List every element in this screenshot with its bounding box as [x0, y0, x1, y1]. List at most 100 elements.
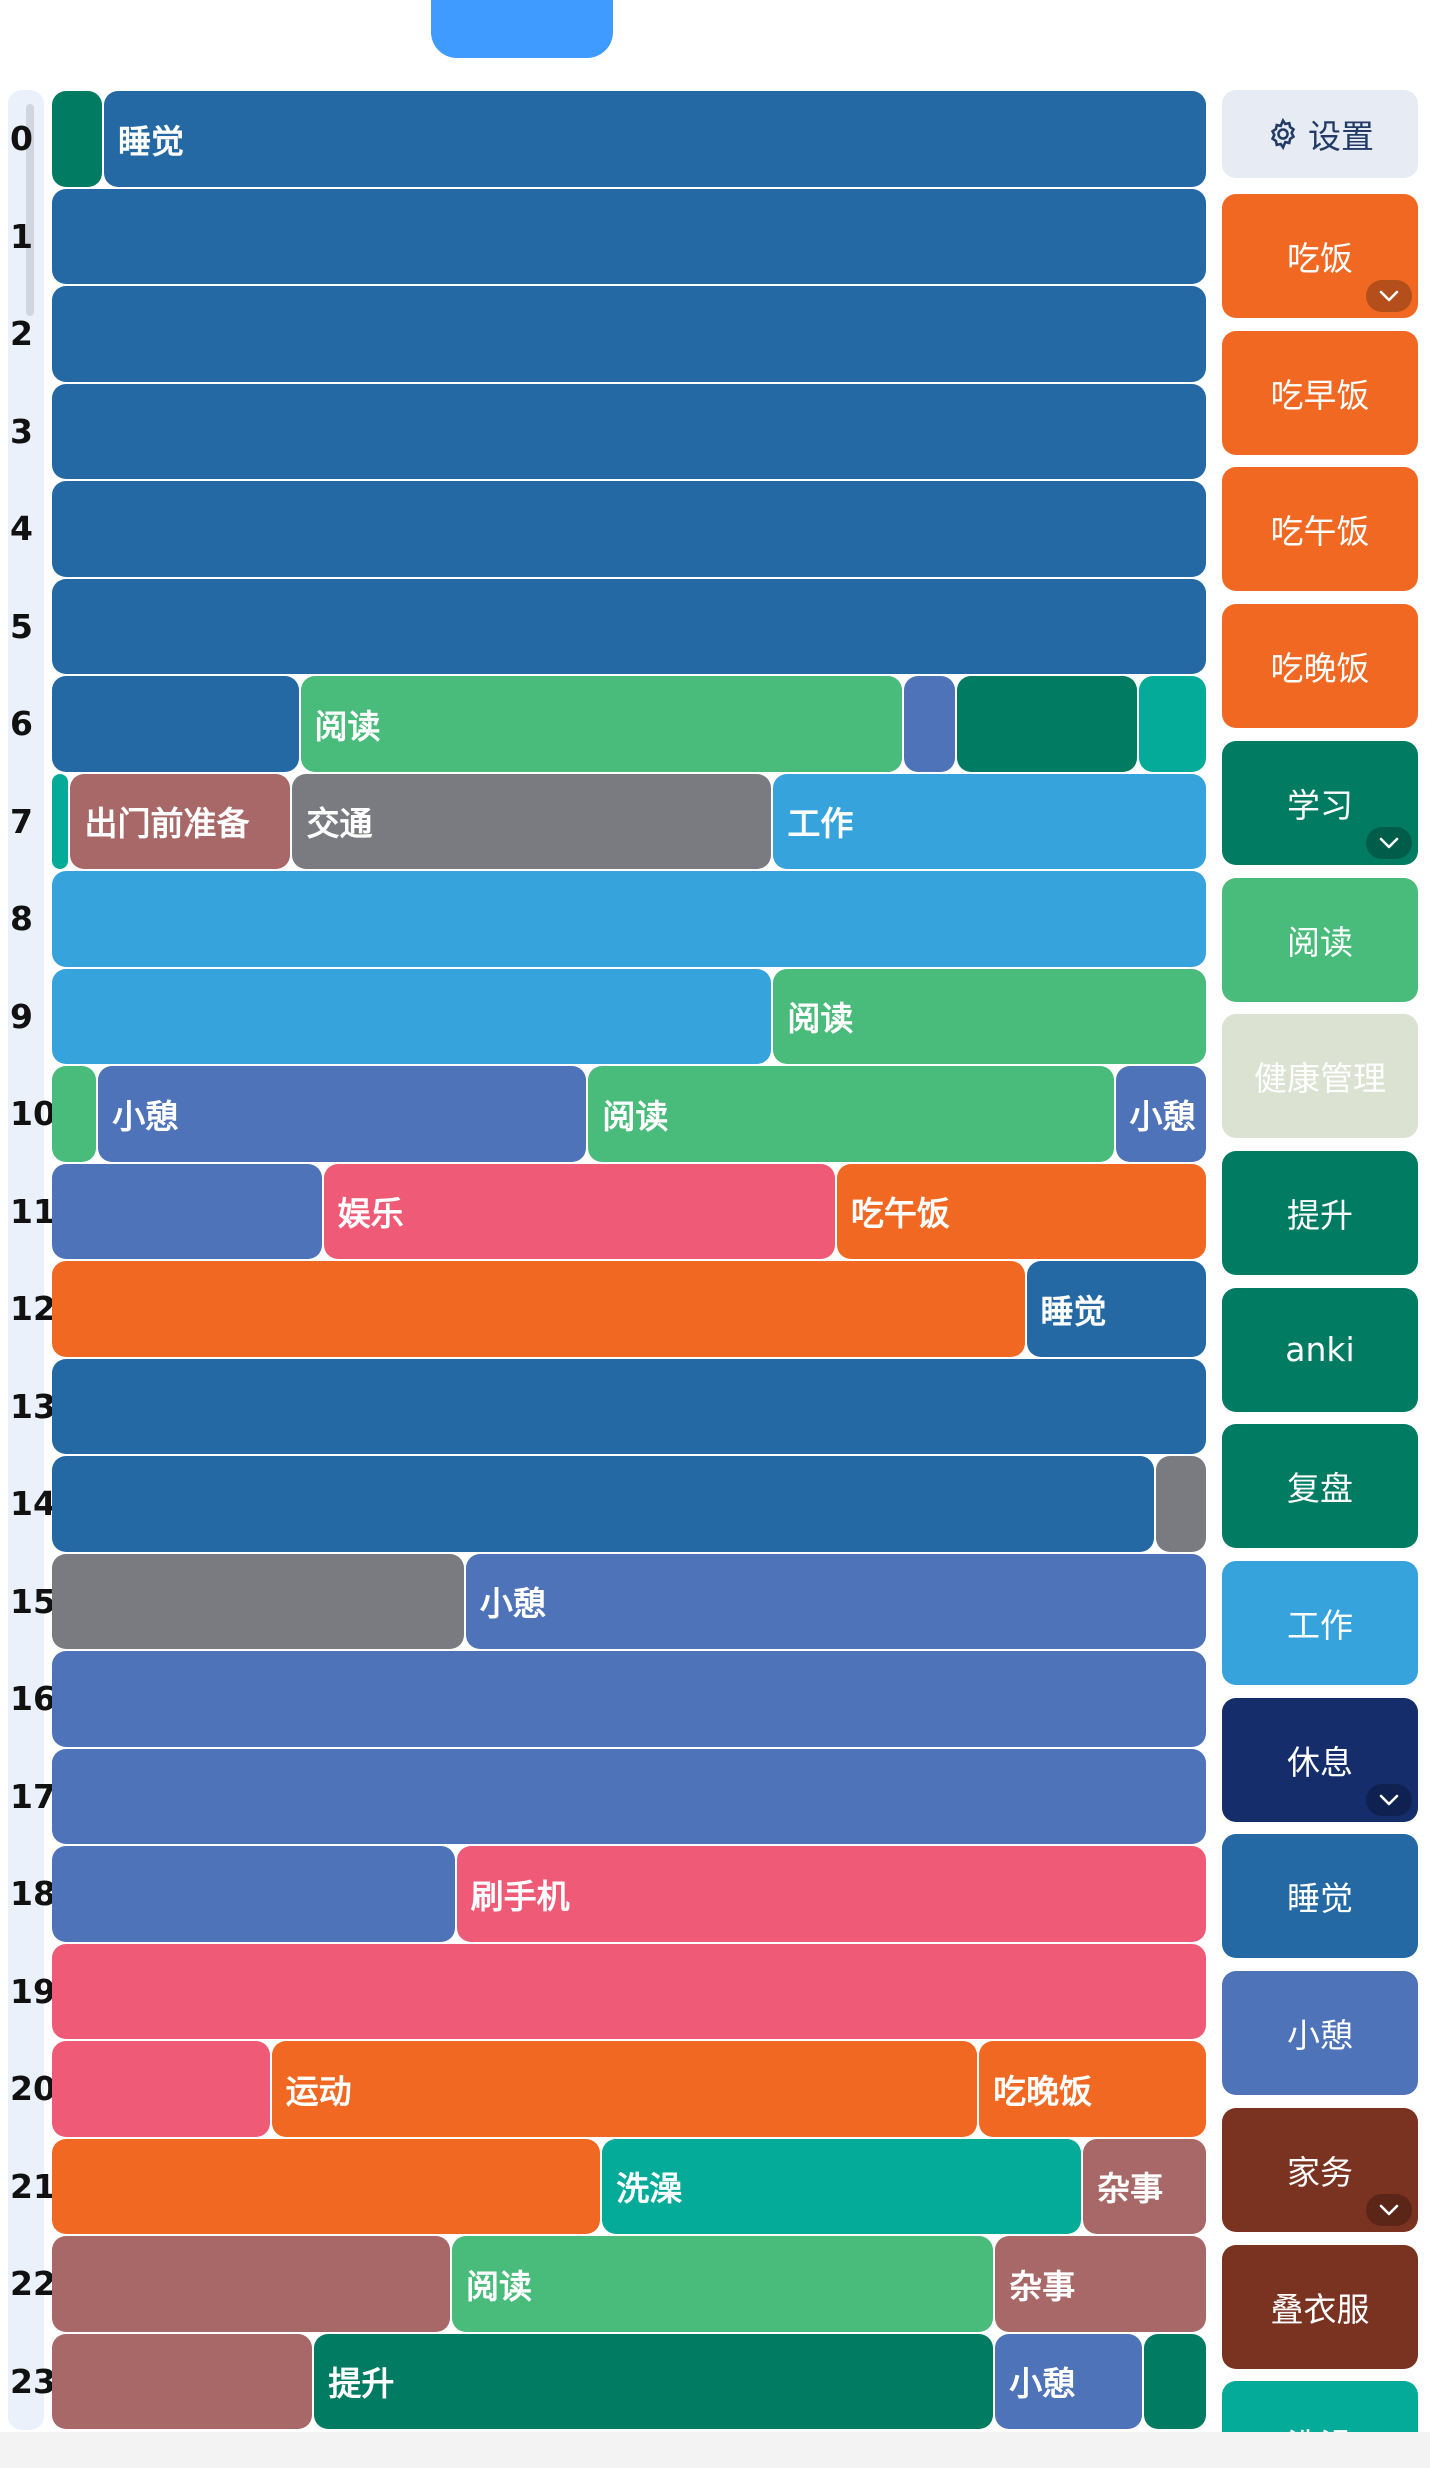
category-label: 健康管理	[1254, 1059, 1386, 1099]
category-button[interactable]: 吃晚饭	[1222, 604, 1418, 729]
time-block[interactable]	[1155, 1456, 1206, 1552]
time-block[interactable]	[52, 1456, 1154, 1552]
bottom-bar	[0, 2432, 1430, 2468]
time-block-label: 洗澡	[616, 2169, 683, 2209]
time-block[interactable]: 娱乐	[323, 1163, 835, 1259]
time-block[interactable]: 吃午饭	[836, 1163, 1206, 1259]
category-button[interactable]: 吃早饭	[1222, 330, 1418, 455]
category-button[interactable]: 复盘	[1222, 1424, 1418, 1549]
time-block[interactable]: 小憩	[1115, 1066, 1206, 1162]
category-button[interactable]: 小憩	[1222, 1971, 1418, 2096]
category-button[interactable]: 阅读	[1222, 877, 1418, 1002]
time-block[interactable]	[52, 2333, 313, 2429]
time-block[interactable]: 提升	[314, 2333, 994, 2429]
hour-label: 22	[10, 2264, 56, 2303]
category-sidebar: 设置 吃饭吃早饭吃午饭吃晚饭学习 阅读健康管理提升 anki 复盘 工作 休息 睡觉 小憩家务…	[1222, 90, 1420, 2468]
time-block[interactable]: 阅读	[773, 968, 1206, 1064]
time-block[interactable]	[52, 188, 1206, 284]
time-block[interactable]	[52, 773, 69, 869]
category-label: 吃早饭	[1270, 375, 1370, 415]
category-label: 提升	[1287, 1195, 1353, 1235]
time-block[interactable]	[52, 1748, 1206, 1844]
time-block[interactable]	[52, 1553, 464, 1649]
gear-icon	[1266, 117, 1300, 151]
time-block[interactable]	[52, 578, 1206, 674]
time-block[interactable]: 杂事	[1083, 2138, 1206, 2234]
time-block[interactable]: 运动	[271, 2041, 978, 2137]
hour-label: 14	[10, 1484, 56, 1523]
category-button[interactable]: 叠衣服	[1222, 2244, 1418, 2369]
time-block-label: 小憩	[479, 1584, 546, 1624]
hour-label: 16	[10, 1679, 56, 1718]
category-button[interactable]: 吃饭	[1222, 194, 1418, 318]
time-block[interactable]	[52, 871, 1206, 967]
chevron-down-icon[interactable]	[1366, 2193, 1412, 2226]
chevron-down-icon[interactable]	[1366, 1783, 1412, 1816]
time-block[interactable]	[52, 968, 772, 1064]
time-block[interactable]: 吃晚饭	[979, 2041, 1206, 2137]
time-block[interactable]: 阅读	[300, 676, 902, 772]
time-block[interactable]	[957, 676, 1137, 772]
category-button[interactable]: 睡觉	[1222, 1834, 1418, 1959]
time-block[interactable]	[52, 1358, 1206, 1454]
time-block[interactable]: 出门前准备	[70, 773, 291, 869]
time-block-label: 小憩	[1009, 2364, 1076, 2404]
time-block[interactable]	[903, 676, 956, 772]
time-block[interactable]	[52, 1846, 455, 1942]
time-block[interactable]	[52, 2138, 601, 2234]
time-block-label: 阅读	[314, 706, 381, 746]
time-block[interactable]	[52, 2236, 450, 2332]
time-block[interactable]: 睡觉	[1026, 1261, 1206, 1357]
category-button[interactable]: 吃午饭	[1222, 467, 1418, 592]
time-block[interactable]	[52, 383, 1206, 479]
time-block[interactable]: 洗澡	[602, 2138, 1082, 2234]
chevron-down-icon[interactable]	[1366, 826, 1412, 859]
time-block[interactable]: 阅读	[451, 2236, 994, 2332]
time-block[interactable]	[52, 1943, 1206, 2039]
hour-label: 1	[10, 216, 33, 256]
day-timeline: 0 1 2 3 4 5 6 7 8 9 10 11 12 13 14 15 16 17 18 19 20 21 22 23 睡…	[8, 90, 1208, 2430]
hour-label: 10	[10, 1094, 56, 1133]
time-block[interactable]: 睡觉	[104, 91, 1206, 187]
chevron-down-icon[interactable]	[1366, 280, 1412, 312]
category-button[interactable]: 工作	[1222, 1561, 1418, 1685]
category-label: 家务	[1287, 2152, 1353, 2192]
time-block[interactable]: 交通	[292, 773, 772, 869]
time-block-label: 睡觉	[1040, 1291, 1107, 1331]
hour-label: 11	[10, 1191, 56, 1231]
category-button[interactable]: 学习	[1222, 740, 1418, 865]
hour-label: 20	[10, 2069, 56, 2108]
top-tab-indicator[interactable]	[431, 0, 613, 58]
time-block[interactable]	[52, 481, 1206, 577]
time-block-label: 阅读	[602, 1096, 669, 1136]
category-button[interactable]: 家务	[1222, 2107, 1418, 2232]
hour-label: 23	[10, 2361, 56, 2401]
category-button[interactable]: anki	[1222, 1287, 1418, 1412]
time-block[interactable]: 杂事	[995, 2236, 1206, 2332]
time-block[interactable]	[52, 676, 299, 772]
time-block[interactable]: 刷手机	[456, 1846, 1206, 1942]
settings-button[interactable]: 设置	[1222, 90, 1418, 178]
hour-label: 0	[10, 119, 33, 158]
time-block[interactable]	[52, 1261, 1025, 1357]
category-label: 吃晚饭	[1270, 649, 1370, 689]
time-block[interactable]: 小憩	[465, 1553, 1206, 1649]
category-button[interactable]: 休息	[1222, 1697, 1418, 1822]
time-block[interactable]	[52, 1651, 1206, 1747]
hour-label: 5	[10, 606, 33, 646]
time-block[interactable]: 小憩	[995, 2333, 1143, 2429]
time-block[interactable]	[1144, 2333, 1206, 2429]
time-block[interactable]: 阅读	[588, 1066, 1114, 1162]
scrollbar[interactable]	[26, 104, 34, 316]
time-block[interactable]	[52, 2041, 270, 2137]
time-block[interactable]: 小憩	[98, 1066, 587, 1162]
time-block[interactable]	[52, 1066, 97, 1162]
category-button[interactable]: 健康管理	[1222, 1014, 1418, 1139]
time-block[interactable]	[52, 286, 1206, 382]
time-block[interactable]	[52, 1163, 322, 1259]
time-block[interactable]: 工作	[773, 773, 1206, 869]
category-button[interactable]: 提升	[1222, 1150, 1418, 1275]
time-block[interactable]	[52, 91, 103, 187]
time-block-label: 提升	[328, 2364, 395, 2404]
time-block[interactable]	[1138, 676, 1206, 772]
